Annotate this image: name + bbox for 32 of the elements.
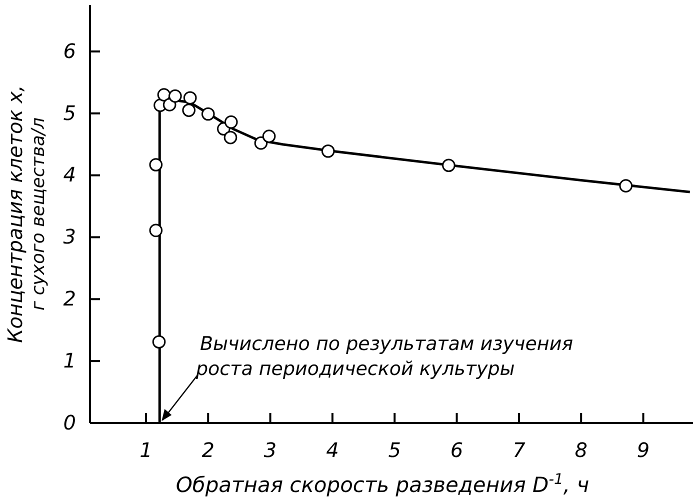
y-tick-label: 1 — [63, 348, 76, 372]
point — [262, 130, 276, 143]
y-tick-label: 0 — [63, 410, 76, 434]
point — [201, 107, 215, 121]
x-tick-label: 1 — [140, 438, 152, 462]
point — [152, 335, 166, 349]
point — [321, 144, 335, 158]
y-tick-label: 2 — [63, 286, 76, 311]
annotation: Вычислено по результатам изучения роста периодической культуры — [195, 333, 574, 380]
x-tick-label: 6 — [450, 438, 464, 462]
point — [182, 104, 196, 117]
point — [183, 91, 197, 105]
point — [619, 179, 633, 192]
point — [442, 158, 456, 172]
point — [224, 130, 238, 144]
point — [149, 224, 163, 238]
y-tick-label: 3 — [63, 224, 76, 249]
point — [224, 115, 238, 129]
y-axis-title: Концентрация клеток x, г сухого вещества/л — [3, 85, 49, 343]
x-tick-label: 8 — [574, 438, 588, 462]
y-tick-label: 6 — [63, 38, 76, 63]
point — [168, 89, 182, 103]
x-tick-label: 3 — [264, 438, 277, 462]
x-axis-title: Обратная скорость разведения D$^{-1}$, ч — [176, 470, 590, 497]
x-tick-label: 9 — [636, 438, 650, 462]
x-tick-label: 4 — [326, 438, 339, 462]
y-tick-label: 4 — [63, 162, 76, 187]
point — [149, 158, 163, 172]
y-tick-label: 5 — [63, 100, 76, 125]
x-tick-label: 7 — [512, 438, 526, 462]
x-tick-label: 2 — [202, 438, 214, 462]
x-tick-label: 5 — [388, 438, 401, 462]
